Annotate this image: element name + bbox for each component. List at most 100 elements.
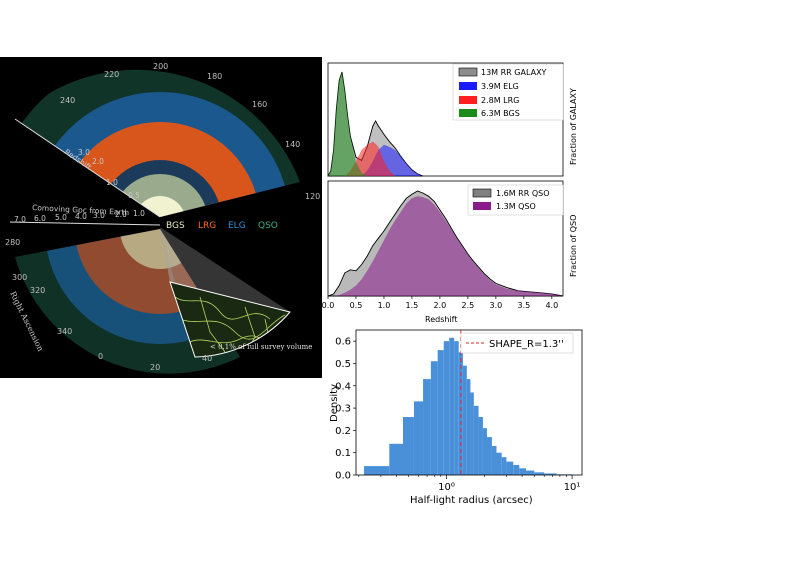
- legend-label: 1.6M RR QSO: [496, 189, 550, 198]
- plot-frame: [355, 329, 583, 476]
- distance-tick-label: 2.0: [115, 210, 127, 219]
- x-axis-label: Redshift: [425, 315, 457, 324]
- x-tick-label: 1.5: [406, 301, 419, 310]
- ra-tick-label: 120: [305, 192, 320, 201]
- histogram-bar: [470, 392, 474, 475]
- legend-label: SHAPE_R=1.3'': [489, 339, 564, 350]
- half-light-radius-histogram: 0.0 0.1 0.2 0.3 0.4 0.5 0.6 10⁰ 10¹ SHAPE_R=1.3…: [318, 322, 588, 512]
- histogram-bar: [466, 379, 471, 475]
- legend-swatch-qso: [473, 202, 491, 210]
- tracer-label-elg: ELG: [228, 221, 246, 231]
- distance-tick-label: 6.0: [34, 214, 46, 223]
- area-bgs: [328, 72, 424, 176]
- legend-label: 3.9M ELG: [481, 82, 519, 91]
- distance-tick-label: 3.0: [93, 211, 105, 220]
- legend-swatch-elg: [459, 82, 477, 90]
- histogram-bar: [544, 473, 557, 475]
- area-lrg: [328, 141, 424, 176]
- x-tick-label: 3.0: [489, 301, 502, 310]
- ra-tick-label: 140: [285, 140, 300, 149]
- y-tick-label: 0.4: [335, 381, 351, 392]
- tracer-label-bgs: BGS: [166, 221, 185, 231]
- legend-label: 2.8M LRG: [481, 96, 519, 105]
- tracer-label-qso: QSO: [258, 221, 278, 231]
- legend-label: 13M RR GALAXY: [481, 68, 547, 77]
- histogram-bar: [478, 417, 483, 475]
- histogram-bar: [437, 350, 444, 475]
- ra-tick-label: 180: [207, 72, 222, 81]
- x-tick-label: 1.0: [378, 301, 391, 310]
- histogram-bar: [526, 470, 535, 475]
- redshift-tick-label: 1.0: [106, 178, 118, 187]
- x-axis-ticks: 10⁰ 10¹: [358, 475, 581, 493]
- y-tick-label: 0.0: [335, 471, 351, 482]
- histogram-bar: [413, 401, 424, 475]
- distance-tick-label: 1.0: [133, 209, 145, 218]
- y-tick-label: 0.1: [335, 448, 351, 459]
- legend-label: 6.3M BGS: [481, 109, 520, 118]
- y-axis-label: Fraction of QSO: [569, 215, 578, 277]
- histogram-bar: [423, 379, 431, 475]
- histogram-bar: [449, 337, 455, 475]
- galaxy-redshift-chart: 13M RR GALAXY 3.9M ELG 2.8M LRG 6.3M BGS…: [318, 57, 583, 182]
- qso-areas: [327, 190, 564, 297]
- x-tick-label: 0.0: [322, 301, 335, 310]
- y-tick-label: 0.2: [335, 426, 351, 437]
- distance-tick-label: 4.0: [75, 212, 87, 221]
- ra-tick-label: 200: [153, 62, 168, 71]
- survey-wedge-image: 200 180 220 160 240 140 120 280 300 320 …: [0, 57, 322, 378]
- tracer-label-lrg: LRG: [198, 221, 216, 231]
- ra-tick-label: 160: [252, 100, 267, 109]
- histogram-bar: [506, 461, 514, 475]
- histogram-bar: [454, 341, 459, 475]
- histogram-bar: [513, 464, 520, 475]
- x-tick-label: 10¹: [564, 482, 581, 493]
- legend-swatch-bgs: [459, 109, 477, 117]
- histogram-bar: [534, 472, 545, 475]
- ra-tick-label: 0: [98, 352, 103, 361]
- y-axis-label: Density: [329, 384, 340, 422]
- histogram-bar: [458, 352, 463, 475]
- legend-swatch-rr-qso: [472, 188, 492, 198]
- legend: 13M RR GALAXY 3.9M ELG 2.8M LRG 6.3M BGS: [452, 63, 564, 121]
- ra-tick-label: 320: [30, 286, 45, 295]
- x-axis-ticks: 0.0 0.5 1.0 1.5 2.0 2.5 3.0 3.5 4.0: [322, 296, 558, 310]
- area-qso: [328, 196, 563, 296]
- ra-tick-label: 40: [202, 354, 212, 363]
- y-tick-label: 0.3: [335, 404, 351, 415]
- qso-redshift-chart: 0.0 0.5 1.0 1.5 2.0 2.5 3.0 3.5 4.0 1.6M RR QSO …: [318, 177, 583, 328]
- redshift-tick-label: 2.0: [92, 157, 104, 166]
- upper-fan: [15, 69, 300, 217]
- ra-tick-label: 280: [5, 238, 20, 247]
- x-tick-label: 2.0: [434, 301, 447, 310]
- histogram-bar: [473, 405, 479, 475]
- histogram-bar: [443, 341, 450, 475]
- histogram-bars: [363, 337, 573, 475]
- ra-tick-label: 240: [60, 96, 75, 105]
- histogram-bar: [482, 428, 487, 475]
- histogram-bar: [501, 457, 507, 475]
- histogram-bar: [491, 446, 497, 475]
- ra-tick-label: 220: [104, 70, 119, 79]
- distance-tick-label: 5.0: [55, 213, 67, 222]
- legend: SHAPE_R=1.3'': [460, 332, 574, 354]
- ra-tick-label: 340: [57, 327, 72, 336]
- y-axis-label: Fraction of GALAXY: [569, 88, 578, 165]
- histogram-bar: [389, 443, 403, 475]
- x-tick-label: 2.5: [462, 301, 475, 310]
- y-axis-ticks: 0.0 0.1 0.2 0.3 0.4 0.5 0.6: [335, 337, 356, 482]
- zoom-caption: < 0.1% of full survey volume: [210, 343, 312, 351]
- histogram-bar: [430, 361, 438, 475]
- x-tick-label: 0.5: [350, 301, 363, 310]
- x-tick-label: 3.5: [517, 301, 530, 310]
- ra-tick-label: 300: [12, 273, 27, 282]
- x-axis-label: Half-light radius (arcsec): [410, 495, 533, 506]
- histogram-bar: [363, 466, 390, 475]
- y-tick-label: 0.6: [335, 337, 351, 348]
- histogram-bar: [403, 417, 414, 475]
- x-tick-label: 10⁰: [438, 482, 455, 493]
- legend-swatch-lrg: [459, 96, 477, 104]
- y-tick-label: 0.5: [335, 359, 351, 370]
- distance-tick-label: 7.0: [14, 215, 26, 224]
- legend-label: 1.3M QSO: [496, 202, 536, 211]
